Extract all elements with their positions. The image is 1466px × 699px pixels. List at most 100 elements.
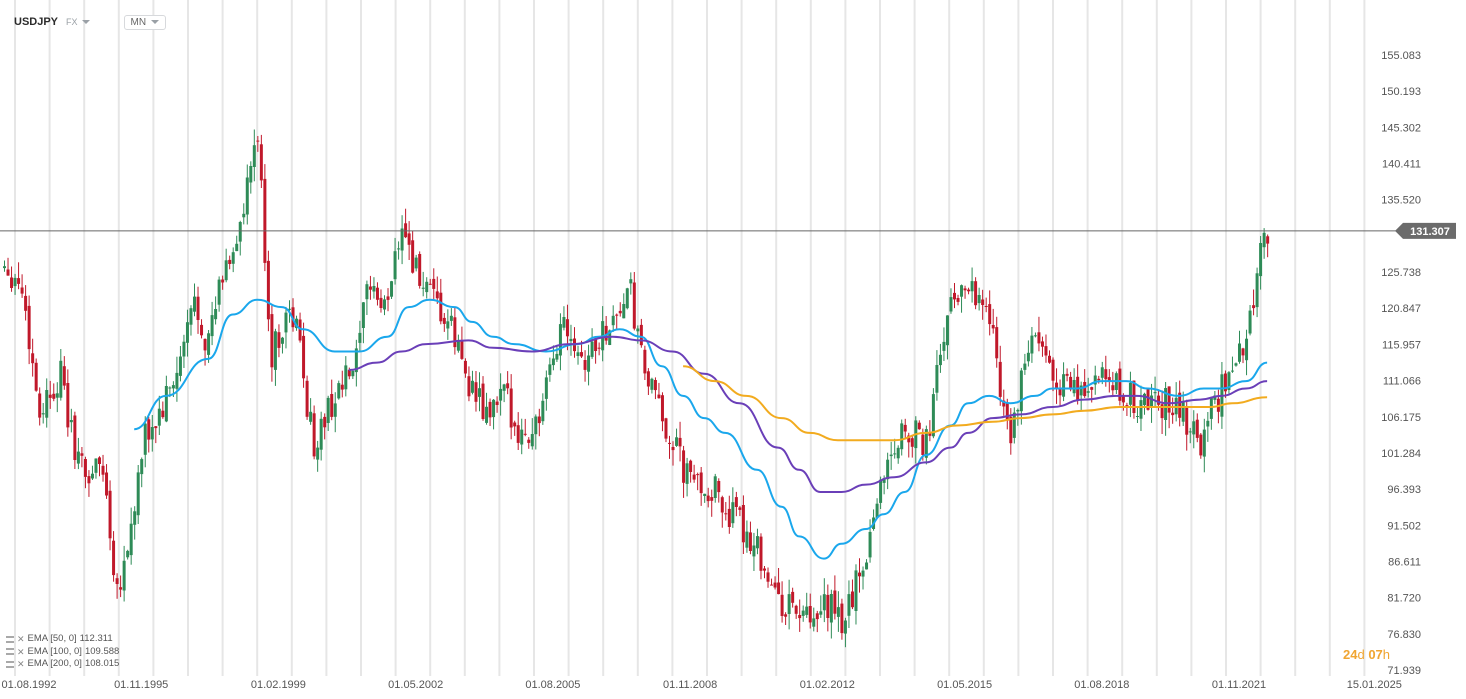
candle-countdown: 24d 07h	[1343, 647, 1390, 662]
candle-body	[122, 560, 126, 591]
indicator-row-ema-50[interactable]: ✕ EMA [50, 0] 112.311	[6, 633, 119, 646]
candle-body	[140, 459, 144, 475]
candle-body	[815, 613, 819, 620]
x-axis: 01.08.1992 01.11.1995 01.02.1999 01.05.2002…	[1, 679, 1401, 691]
candle-body	[481, 383, 485, 419]
settings-icon[interactable]	[6, 660, 14, 668]
candle-body	[780, 594, 784, 616]
candle-body	[960, 285, 964, 297]
candle-body	[277, 332, 281, 348]
candle-body	[59, 360, 63, 398]
candle-body	[858, 572, 861, 577]
candle-body	[467, 376, 471, 397]
close-icon[interactable]: ✕	[17, 646, 25, 657]
candle-body	[569, 338, 573, 342]
candle-body	[105, 472, 109, 496]
chart-toolbar: USDJPY FX MN	[14, 12, 167, 32]
candle-body	[235, 243, 239, 252]
chevron-down-icon	[151, 20, 160, 24]
candle-body	[541, 400, 545, 422]
candle-body	[414, 257, 418, 269]
candle-body	[1160, 404, 1164, 419]
candle-body	[1262, 232, 1266, 248]
candle-body	[1037, 332, 1041, 344]
candle-body	[1209, 397, 1213, 419]
candle-body	[942, 341, 946, 351]
candle-body	[397, 248, 401, 250]
candle-body	[974, 281, 978, 306]
countdown-days-unit: d	[1357, 647, 1365, 662]
candle-body	[119, 587, 123, 590]
candle-body	[10, 277, 14, 288]
ema-line-200	[683, 365, 1268, 442]
candle-body	[717, 481, 721, 493]
candle-body	[847, 594, 851, 616]
candle-body	[1128, 382, 1132, 405]
candle-body	[675, 437, 679, 446]
candle-body	[981, 299, 985, 305]
settings-icon[interactable]	[6, 635, 14, 643]
candle-body	[164, 386, 168, 422]
candle-body	[280, 337, 284, 344]
candle-body	[361, 302, 365, 328]
candle-body	[632, 282, 636, 329]
indicator-value: 108.015	[84, 658, 120, 669]
candle-body	[1139, 400, 1143, 419]
candle-body	[963, 288, 967, 291]
market-selector[interactable]: FX	[66, 17, 90, 27]
candle-body	[537, 416, 541, 424]
candle-body	[288, 308, 291, 310]
candle-body	[1195, 419, 1199, 438]
settings-icon[interactable]	[6, 648, 14, 656]
candle-body	[1150, 395, 1154, 408]
candle-body	[90, 473, 94, 479]
candle-body	[1019, 370, 1023, 412]
candle-body	[822, 594, 826, 611]
candle-body	[98, 457, 101, 464]
candle-body	[1146, 389, 1150, 410]
candle-body	[66, 383, 70, 428]
candle-body	[639, 324, 643, 346]
candle-body	[653, 380, 657, 391]
symbol-label[interactable]: USDJPY	[14, 16, 59, 28]
candle-body	[1030, 335, 1034, 354]
candle-body	[453, 317, 457, 348]
candle-body	[562, 317, 566, 328]
indicator-value: 112.311	[79, 633, 113, 644]
candle-body	[1245, 338, 1249, 361]
candle-body	[597, 347, 601, 349]
candle-body	[755, 536, 759, 549]
candle-body	[907, 435, 911, 443]
candle-body	[798, 615, 802, 619]
close-icon[interactable]: ✕	[17, 659, 25, 669]
candle-body	[886, 459, 890, 480]
candle-body	[748, 532, 752, 551]
candle-body	[41, 413, 45, 415]
indicator-row-ema-200[interactable]: ✕ EMA [200, 0] 108.015	[6, 658, 119, 671]
candle-body	[1157, 395, 1161, 405]
candle-body	[580, 352, 584, 357]
candle-body	[242, 213, 246, 218]
candle-body	[83, 459, 87, 477]
candle-body	[45, 390, 49, 418]
candle-body	[805, 606, 809, 615]
candle-body	[312, 413, 316, 457]
candle-body	[284, 312, 288, 333]
candle-body	[766, 572, 770, 582]
candle-body	[319, 418, 323, 450]
candle-body	[407, 233, 411, 245]
timeframe-selector[interactable]: MN	[123, 14, 167, 30]
indicator-legend: ✕ EMA [50, 0] 112.311 ✕ EMA [100, 0] 109…	[6, 633, 119, 671]
close-icon[interactable]: ✕	[17, 634, 25, 644]
chart-grid	[14, 0, 1366, 676]
y-tick-label: 115.957	[1382, 339, 1421, 351]
candle-body	[358, 332, 362, 343]
candle-body	[3, 266, 6, 269]
candle-body	[770, 584, 774, 586]
candle-body	[509, 388, 513, 428]
y-tick-label: 86.611	[1388, 557, 1421, 569]
x-tick-label: 01.11.2008	[663, 679, 717, 691]
candle-body	[703, 493, 707, 496]
indicator-row-ema-100[interactable]: ✕ EMA [100, 0] 109.588	[6, 646, 119, 659]
